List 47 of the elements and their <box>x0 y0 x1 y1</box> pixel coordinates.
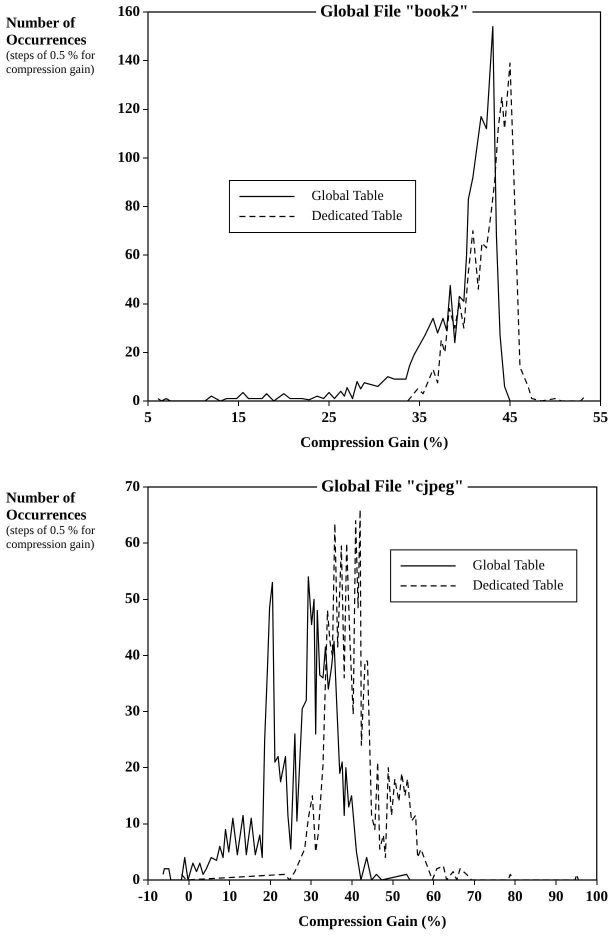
x-tick-label: 90 <box>548 888 564 905</box>
y-tick-label: 40 <box>125 647 140 664</box>
x-tick-label: 25 <box>322 410 336 426</box>
x-tick-label: -10 <box>138 888 158 905</box>
y-tick-label: 120 <box>118 101 140 118</box>
y-tick-label: 20 <box>125 344 140 360</box>
y-tick-label: 0 <box>132 872 140 888</box>
x-tick-label: 0 <box>185 888 193 905</box>
y-tick-label: 80 <box>125 198 140 214</box>
y-tick-label: 60 <box>125 247 140 263</box>
y-tick-label: 70 <box>125 478 140 495</box>
legend-label: Global Table <box>311 189 384 204</box>
x-tick-label: 70 <box>466 888 482 905</box>
text: (steps of 0.5 % for compression gain) <box>6 523 95 552</box>
x-axis-title: Compression Gain (%) <box>298 914 446 930</box>
y-tick-label: 40 <box>125 296 140 312</box>
y-tick-label: 10 <box>125 816 140 832</box>
y-axis-title: Number of Occurrences <box>6 15 87 48</box>
chart-title: Global File "cjpeg" <box>321 476 464 496</box>
x-tick-label: 55 <box>593 410 608 426</box>
y-tick-label: 50 <box>125 591 140 608</box>
x-tick-label: 100 <box>586 888 608 905</box>
x-tick-label: 50 <box>385 888 400 905</box>
legend-label: Dedicated Table <box>311 209 402 224</box>
x-axis-title: Compression Gain (%) <box>300 434 448 451</box>
y-tick-label: 100 <box>118 150 140 166</box>
x-tick-label: 20 <box>262 888 278 905</box>
legend-label: Dedicated Table <box>472 578 564 594</box>
x-tick-label: 45 <box>502 410 518 426</box>
y-tick-label: 20 <box>125 760 140 776</box>
x-tick-label: 10 <box>222 888 238 905</box>
text: (steps of 0.5 % for compression gain) <box>6 48 95 76</box>
x-tick-label: 15 <box>231 410 246 426</box>
y-tick-label: 140 <box>118 52 140 68</box>
y-tick-label: 60 <box>125 535 140 552</box>
x-tick-label: 5 <box>144 410 152 426</box>
y-tick-label: 160 <box>118 4 140 20</box>
legend-label: Global Table <box>472 558 545 574</box>
y-tick-label: 0 <box>132 392 140 409</box>
x-tick-label: 60 <box>426 888 442 905</box>
x-tick-label: 35 <box>412 410 427 426</box>
chart-title: Global File "book2" <box>320 1 468 20</box>
x-tick-label: 30 <box>304 888 319 905</box>
x-tick-label: 40 <box>344 888 360 905</box>
y-tick-label: 30 <box>125 703 140 720</box>
y-axis-title: Number of Occurrences <box>6 490 87 524</box>
x-tick-label: 80 <box>508 888 523 905</box>
